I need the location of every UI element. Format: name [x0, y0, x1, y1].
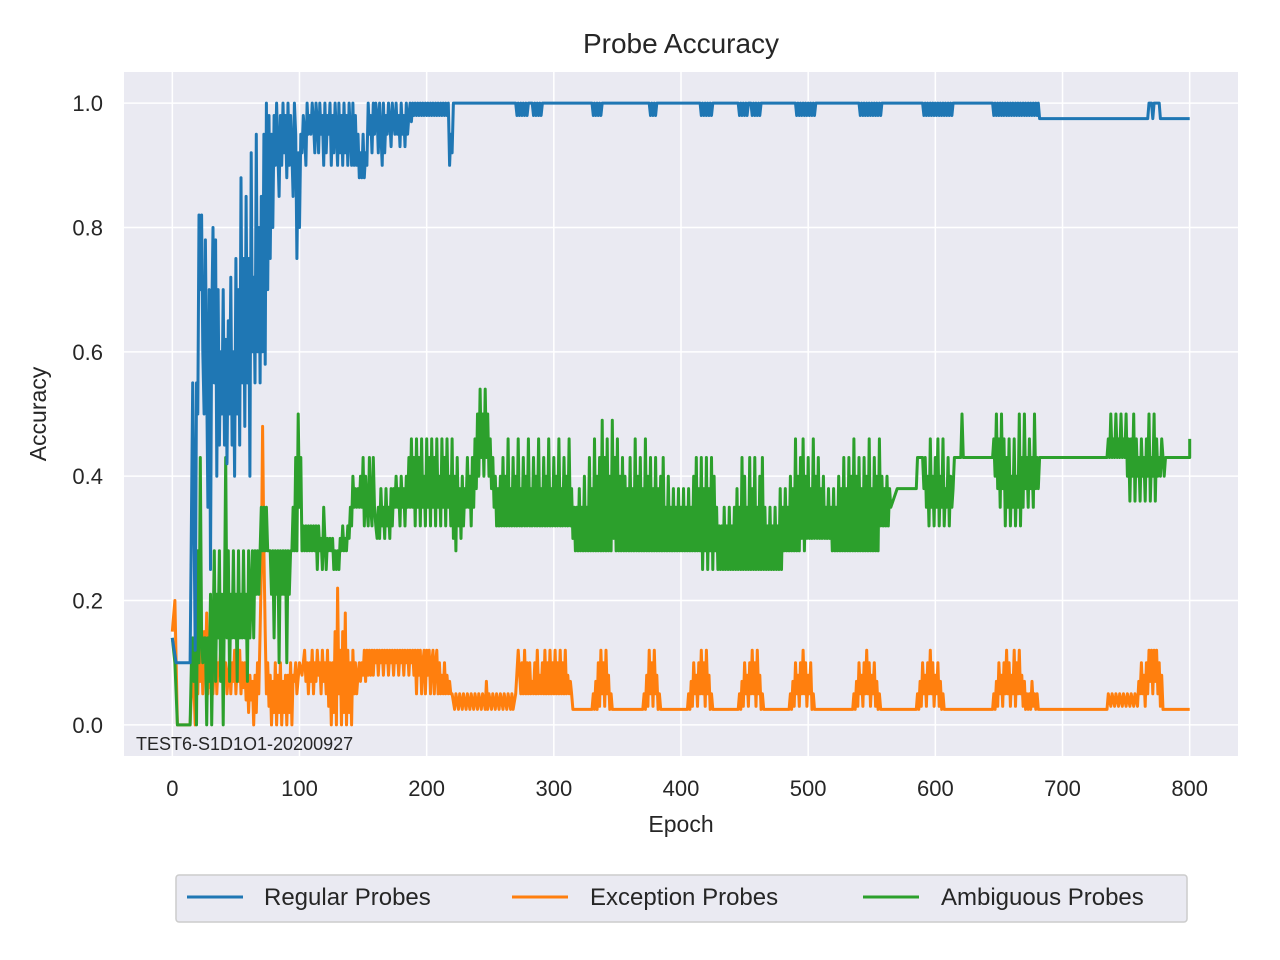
x-tick-label: 600 [917, 776, 954, 801]
y-tick-label: 1.0 [72, 91, 103, 116]
series-layer [170, 101, 1192, 727]
tick-labels: 0 100 200 300 400 500 600 700 800 0.0 0.2 0.4 0.6 0.8… [72, 91, 1208, 801]
legend-label-regular: Regular Probes [264, 884, 431, 911]
x-tick-label: 200 [408, 776, 445, 801]
y-axis-label: Accuracy [25, 366, 51, 461]
x-tick-label: 300 [535, 776, 572, 801]
x-tick-label: 0 [166, 776, 178, 801]
x-tick-label: 500 [790, 776, 827, 801]
series-line-ambiguous [170, 387, 1192, 727]
y-tick-label: 0.0 [72, 713, 103, 738]
grid-lines [124, 72, 1238, 756]
legend: Regular Probes Exception Probes Ambiguou… [175, 874, 1188, 923]
chart-title: Probe Accuracy [583, 28, 779, 59]
y-tick-label: 0.2 [72, 589, 103, 614]
y-tick-label: 0.4 [72, 464, 103, 489]
y-tick-label: 0.6 [72, 340, 103, 365]
series-line-exception [170, 424, 1190, 727]
y-tick-label: 0.8 [72, 215, 103, 240]
run-id-annotation: TEST6-S1D1O1-20200927 [136, 734, 353, 754]
x-tick-label: 700 [1044, 776, 1081, 801]
x-tick-label: 400 [663, 776, 700, 801]
x-axis-label: Epoch [648, 811, 713, 837]
legend-box [175, 874, 1188, 923]
series-line-regular [170, 101, 1190, 665]
x-tick-label: 800 [1171, 776, 1208, 801]
legend-label-exception: Exception Probes [590, 884, 778, 911]
x-tick-label: 100 [281, 776, 318, 801]
legend-label-ambiguous: Ambiguous Probes [941, 884, 1144, 911]
